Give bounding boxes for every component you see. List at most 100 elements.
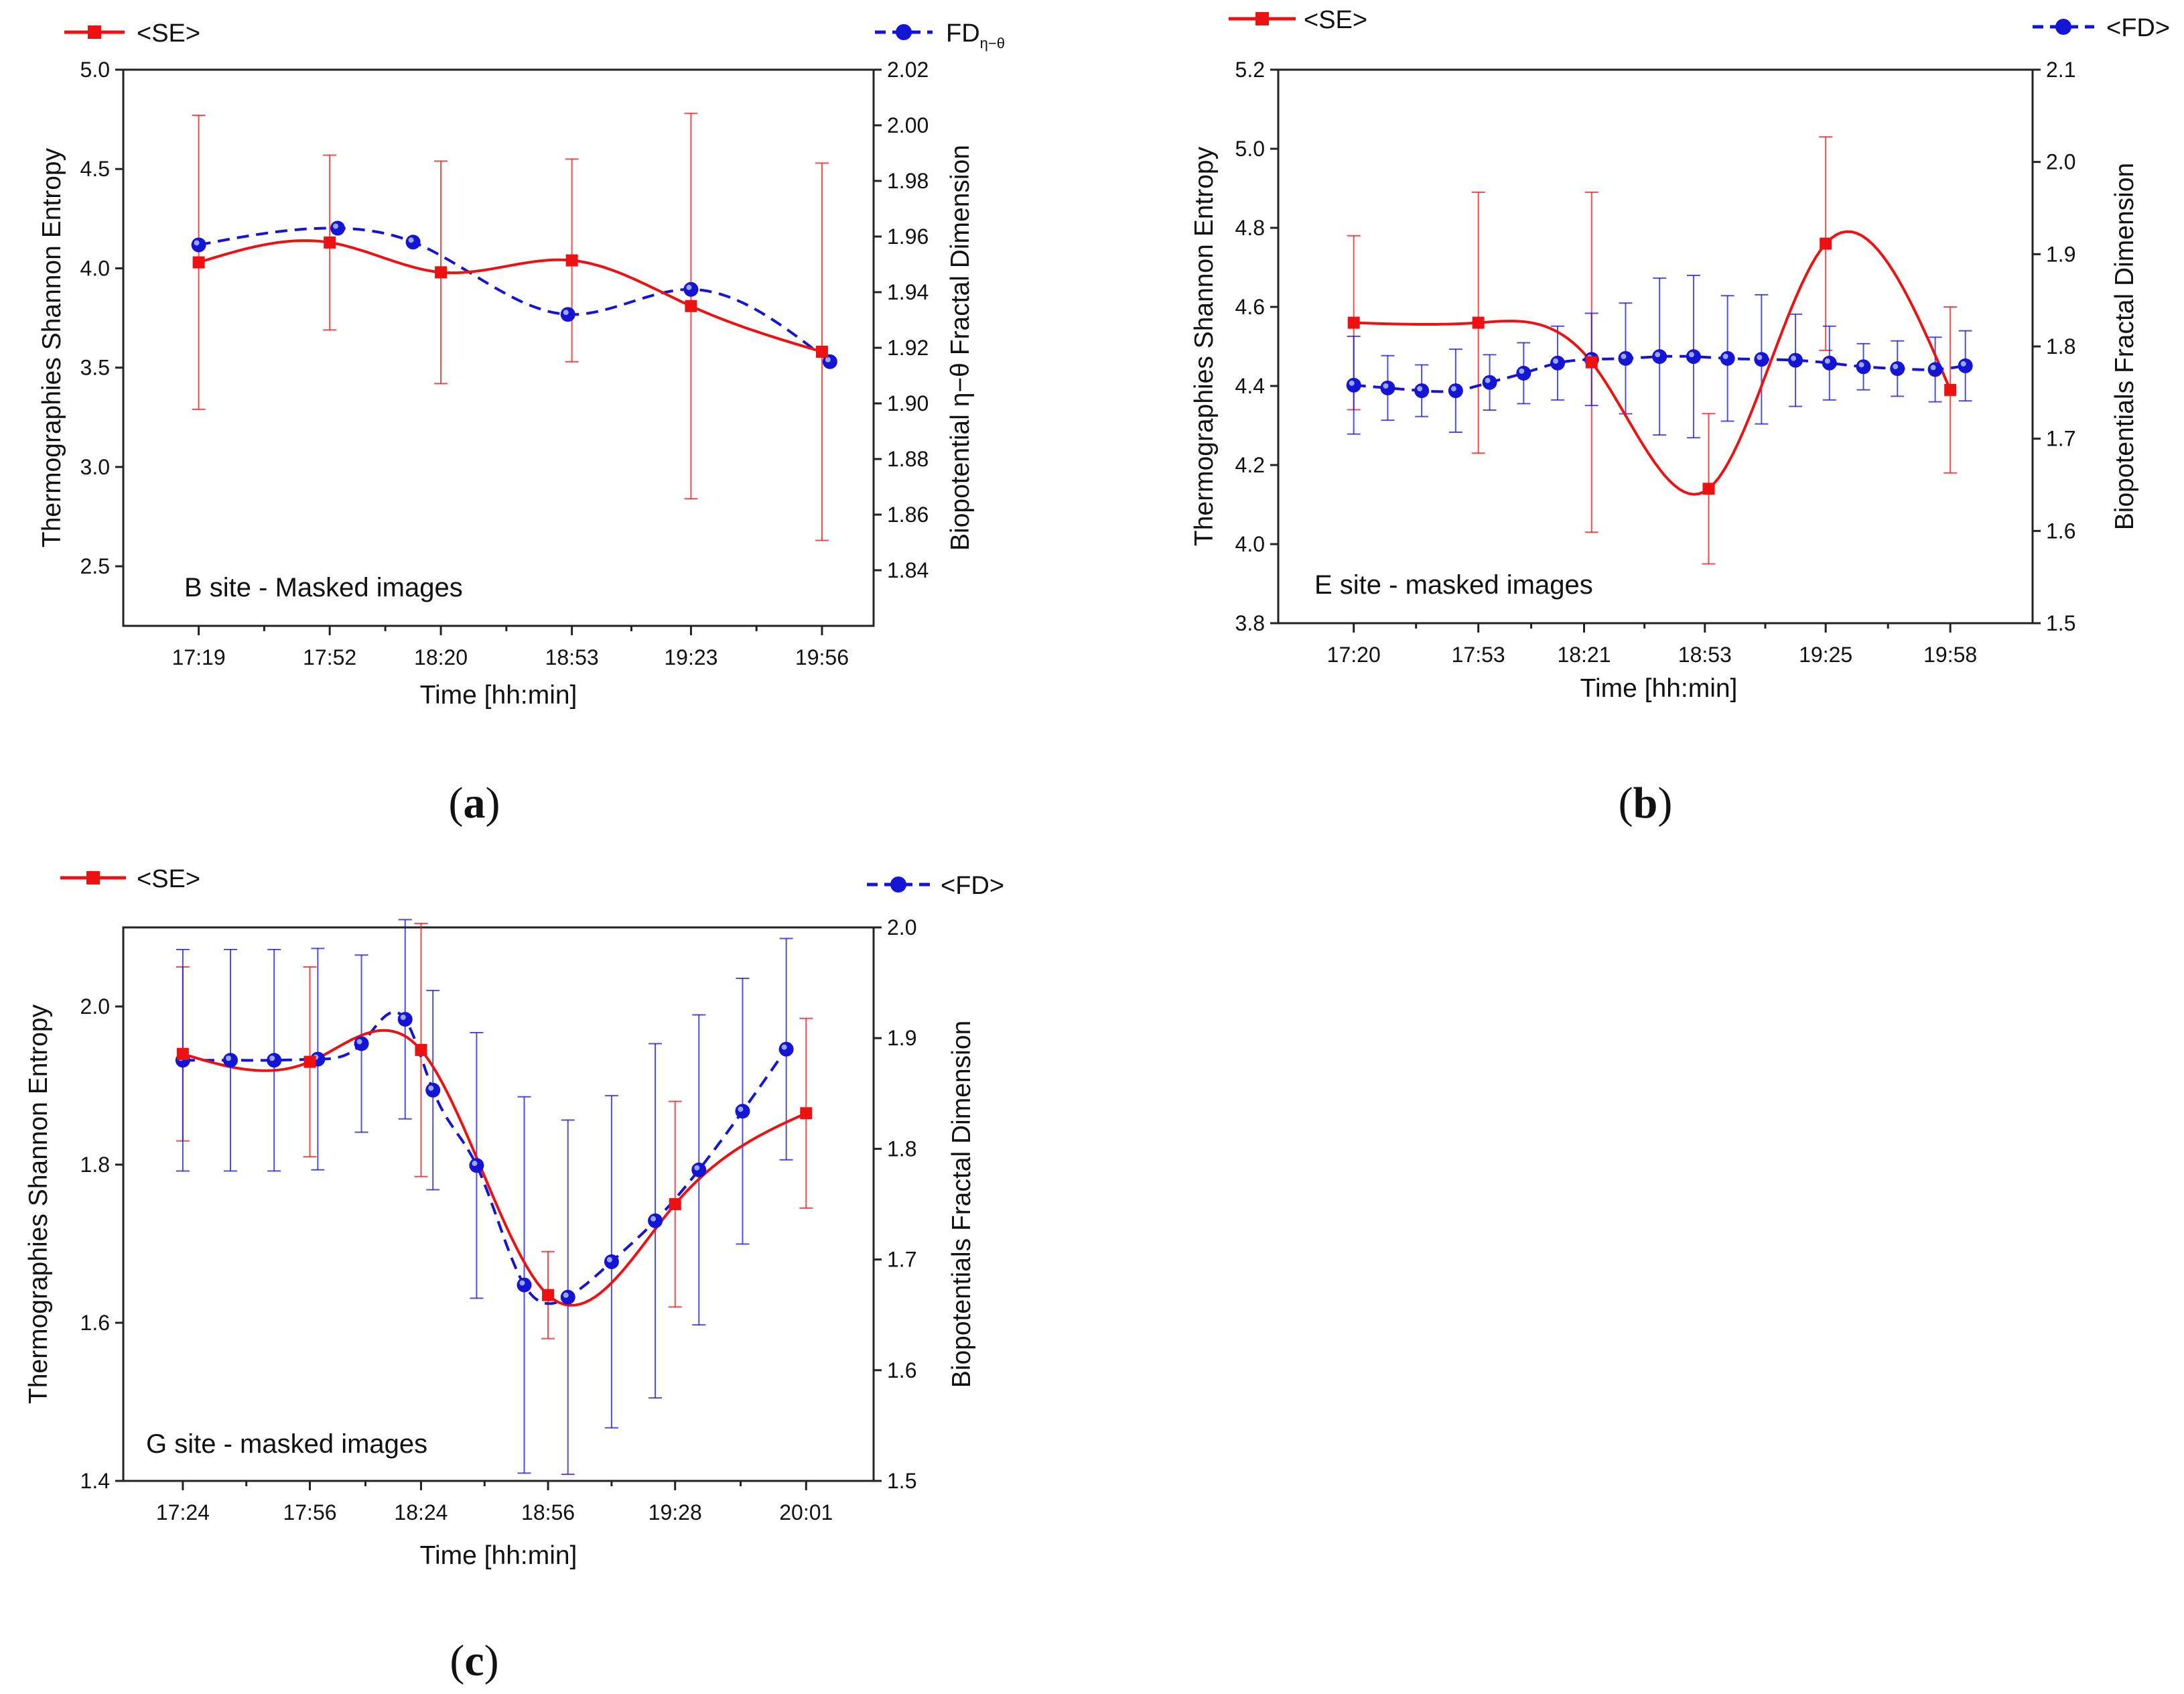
left-tick-label: 1.4	[80, 1469, 110, 1493]
right-ticks: 1.5 1.6 1.7 1.8 1.9 2.0 2.1	[2033, 58, 2075, 635]
x-tick-label: 18:56	[521, 1500, 575, 1524]
fd-data-point-highlight	[1893, 364, 1899, 370]
legend-fd-label: FDη−θ	[946, 19, 1005, 52]
fd-data-point-highlight	[1485, 377, 1491, 383]
fd-data-point-highlight	[1960, 361, 1966, 367]
legend-se-label: <SE>	[1304, 6, 1367, 34]
fd-data-point	[691, 1162, 707, 1177]
left-tick-label: 3.8	[1235, 611, 1265, 635]
left-ticks: 2.5 3.0 3.5 4.0 4.5 5.0	[80, 58, 123, 578]
fd-data-point	[354, 1036, 369, 1051]
se-data-point	[815, 345, 828, 358]
fd-data-point	[1686, 349, 1701, 365]
chart-panel-b: 3.8 4.0 4.2 4.4 4.6 4.8 5.0 5.2 1.5 1.6 1.7 1.8 1.9…	[1190, 6, 2170, 828]
fd-data-point	[191, 237, 206, 253]
left-tick-label: 4.6	[1235, 295, 1265, 319]
se-data-point	[435, 266, 448, 279]
legend-se-label: <SE>	[137, 865, 200, 893]
plot-frame	[1277, 68, 2034, 625]
left-tick-label: 4.8	[1235, 216, 1265, 240]
fd-data-point	[1927, 362, 1943, 377]
right-tick-label: 1.6	[2046, 519, 2075, 543]
se-series-line	[198, 239, 823, 353]
se-data-point	[542, 1289, 555, 1301]
x-tick-label: 18:53	[545, 645, 599, 669]
left-tick-label: 3.0	[80, 455, 110, 479]
legend-se-label: <SE>	[137, 19, 200, 48]
legend-se-marker	[1255, 12, 1269, 25]
left-tick-label: 4.2	[1235, 453, 1265, 477]
right-tick-label: 2.02	[887, 58, 929, 82]
chart-panel-a: 2.53.03.54.04.55.0 1.841.861.881.901.921…	[38, 19, 1005, 828]
fd-series-line	[182, 1011, 788, 1305]
plot-area	[1346, 136, 1973, 565]
fd-data-point	[1550, 355, 1566, 371]
caption-letter: b	[1633, 779, 1658, 828]
fd-data-point	[469, 1158, 484, 1173]
fd-data-point	[1958, 358, 1973, 373]
fd-data-point-highlight	[1349, 380, 1355, 386]
fd-data-point-highlight	[1450, 386, 1456, 392]
left-axis-title: Thermographies Shannon Entropy	[24, 1004, 53, 1404]
left-tick-label: 2.0	[80, 994, 110, 1019]
left-tick-label: 4.0	[1235, 532, 1265, 556]
se-data-point	[1585, 356, 1598, 369]
plot-frame	[122, 68, 875, 627]
fd-data-point-highlight	[781, 1044, 787, 1050]
right-tick-label: 1.84	[887, 558, 929, 582]
x-tick-label: 19:23	[664, 645, 718, 669]
right-ticks: 1.5 1.6 1.7 1.8 1.9 2.0	[874, 915, 916, 1493]
se-data-point	[669, 1198, 681, 1210]
legend-fd: FDη−θ	[875, 19, 1005, 52]
x-tick-label: 19:58	[1923, 643, 1977, 667]
left-axis-title: Thermographies Shannon Entropy	[1190, 146, 1219, 546]
fd-data-point-highlight	[694, 1165, 700, 1171]
se-data-point	[303, 1055, 316, 1068]
fd-data-point-highlight	[1519, 368, 1525, 374]
fd-data-point	[1414, 383, 1430, 399]
x-ticks: 17:24 17:56 18:24 18:56 19:28 20:01	[156, 1481, 833, 1524]
fd-data-point	[517, 1277, 532, 1293]
right-tick-label: 1.6	[887, 1358, 916, 1382]
x-tick-label: 18:21	[1557, 643, 1611, 667]
fd-data-point-highlight	[651, 1216, 657, 1222]
fd-data-point-highlight	[738, 1106, 744, 1112]
right-tick-label: 2.0	[2046, 150, 2075, 174]
left-ticks: 3.8 4.0 4.2 4.4 4.6 4.8 5.0 5.2	[1235, 58, 1278, 635]
x-tick-label: 17:52	[303, 645, 356, 669]
x-tick-label: 17:53	[1452, 643, 1505, 667]
right-tick-label: 2.1	[2046, 58, 2075, 82]
fd-data-point-highlight	[408, 237, 414, 243]
right-tick-label: 1.9	[887, 1026, 916, 1050]
fd-data-point-highlight	[1553, 358, 1559, 364]
fd-data-point-highlight	[472, 1161, 478, 1167]
fd-data-point	[397, 1012, 413, 1027]
legend-fd-marker	[890, 876, 906, 893]
x-ticks: 17:20 17:53 18:21 18:53 19:25 19:58	[1327, 623, 1977, 667]
fd-data-point-highlight	[1930, 365, 1936, 371]
panel-annotation: G site - masked images	[146, 1429, 427, 1459]
fd-data-point-highlight	[1655, 352, 1661, 358]
legend-se: <SE>	[1229, 6, 1367, 34]
caption-close: )	[1657, 779, 1672, 828]
fd-data-point-highlight	[519, 1280, 525, 1286]
se-data-point	[176, 1047, 189, 1060]
fd-data-point-highlight	[226, 1055, 231, 1061]
fd-data-point	[1856, 359, 1871, 375]
right-tick-label: 1.5	[2046, 611, 2075, 635]
fd-data-point-highlight	[400, 1015, 406, 1021]
left-axis-title: Thermographies Shannon Entropy	[38, 147, 66, 547]
fd-data-point	[1822, 355, 1837, 371]
fd-data-point	[648, 1213, 663, 1228]
fd-data-point-highlight	[356, 1039, 362, 1045]
legend-fd-marker	[896, 24, 912, 40]
x-tick-label: 17:24	[156, 1500, 210, 1524]
legend-fd-label: <FD>	[941, 872, 1004, 900]
se-data-point	[685, 300, 697, 312]
left-tick-label: 4.5	[80, 157, 110, 181]
fd-data-point-highlight	[1824, 358, 1830, 364]
left-tick-label: 1.8	[80, 1153, 110, 1177]
fd-data-point-highlight	[1417, 386, 1423, 392]
